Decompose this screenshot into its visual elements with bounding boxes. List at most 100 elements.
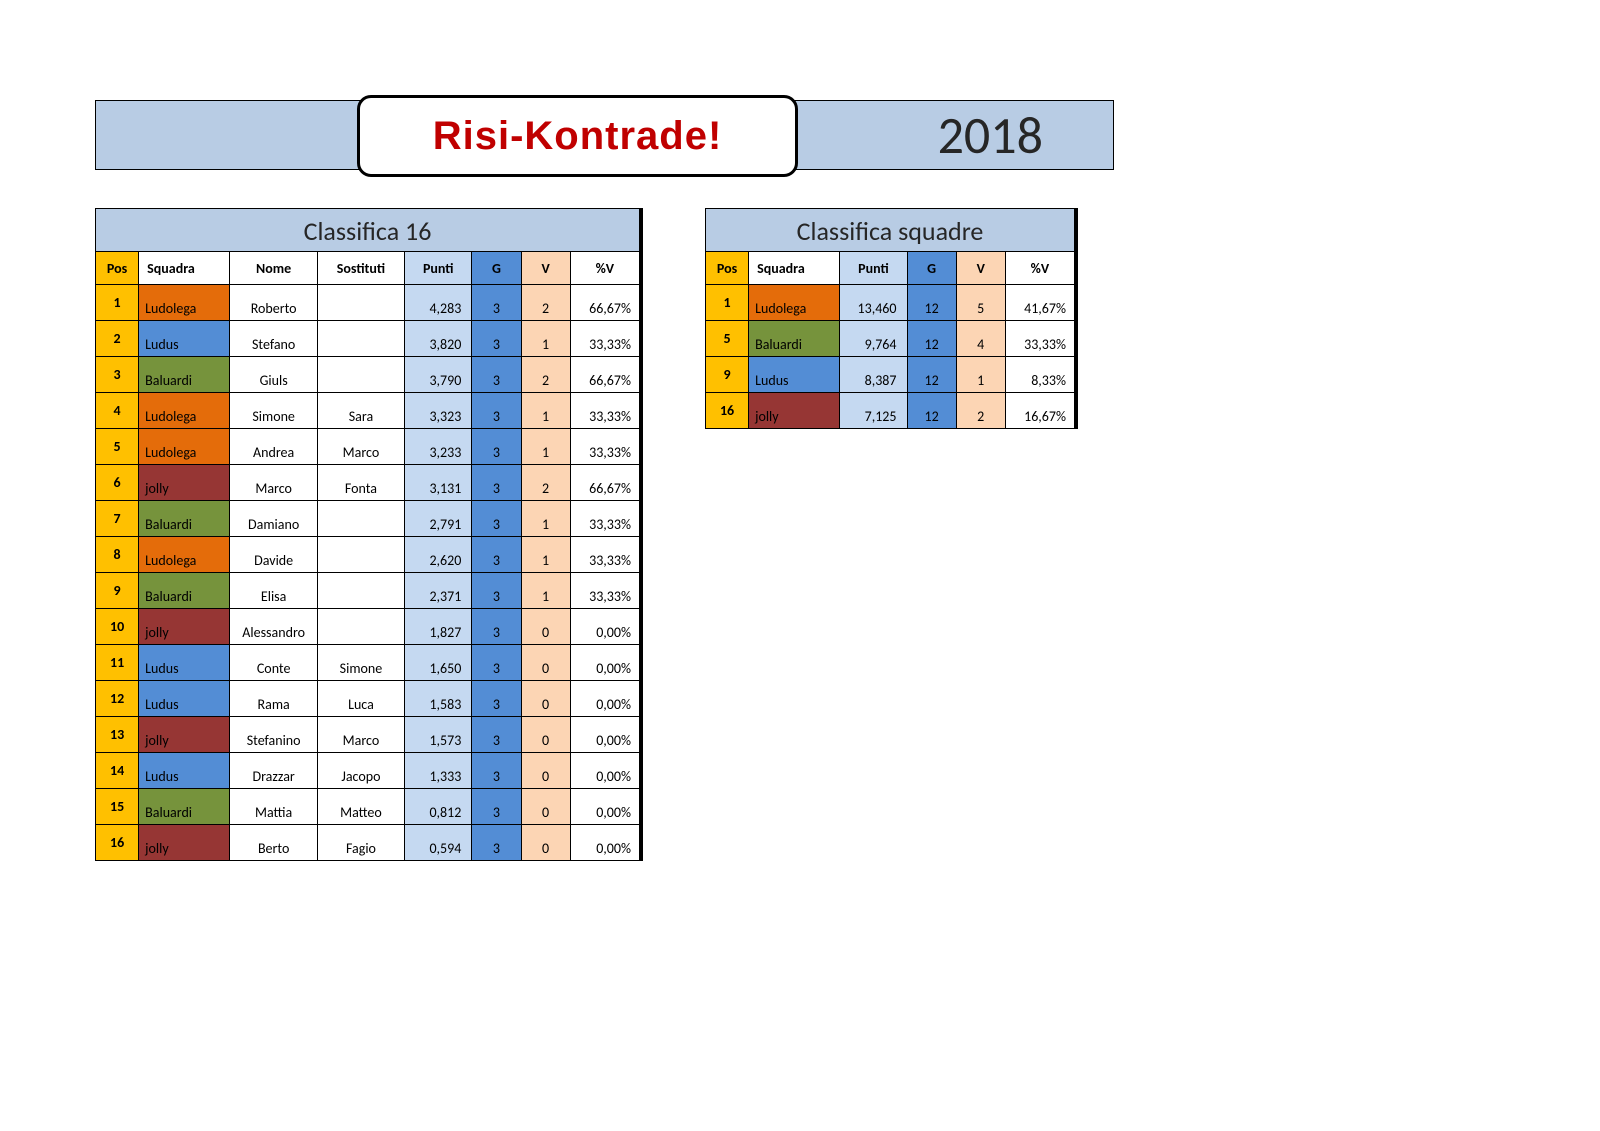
table-row: 12LudusRamaLuca1,583300,00% xyxy=(96,681,640,717)
cell-squadra: Baluardi xyxy=(139,789,230,825)
logo-box: Risi-Kontrade! xyxy=(357,95,798,177)
table-row: 11LudusConteSimone1,650300,00% xyxy=(96,645,640,681)
cell-pos: 2 xyxy=(96,321,139,357)
cell-punti: 0,594 xyxy=(405,825,472,861)
cell-g: 3 xyxy=(472,393,521,429)
cell-v: 1 xyxy=(956,357,1005,393)
cell-pct: 33,33% xyxy=(570,573,639,609)
cell-g: 3 xyxy=(472,429,521,465)
cell-pct: 0,00% xyxy=(570,753,639,789)
cell-nome: Giuls xyxy=(230,357,317,393)
cell-nome: Berto xyxy=(230,825,317,861)
cell-pos: 15 xyxy=(96,789,139,825)
cell-sostituti xyxy=(317,609,404,645)
cell-pct: 0,00% xyxy=(570,825,639,861)
cell-squadra: Ludus xyxy=(139,681,230,717)
cell-pct: 33,33% xyxy=(570,501,639,537)
cell-g: 3 xyxy=(472,573,521,609)
cell-nome: Rama xyxy=(230,681,317,717)
cell-sostituti xyxy=(317,537,404,573)
cell-g: 12 xyxy=(907,393,956,429)
table-row: 10jollyAlessandro1,827300,00% xyxy=(96,609,640,645)
cell-punti: 1,827 xyxy=(405,609,472,645)
cell-squadra: Baluardi xyxy=(749,321,840,357)
table-row: 2LudusStefano3,8203133,33% xyxy=(96,321,640,357)
year-label: 2018 xyxy=(938,103,1043,167)
cell-squadra: Ludolega xyxy=(139,429,230,465)
cell-squadra: jolly xyxy=(139,825,230,861)
cell-pct: 66,67% xyxy=(570,465,639,501)
table-header-row: Pos Squadra Nome Sostituti Punti G V %V xyxy=(96,252,640,285)
classifica-16-panel: Classifica 16 Pos Squadra Nome Sostituti… xyxy=(95,208,643,861)
cell-punti: 8,387 xyxy=(840,357,907,393)
cell-v: 0 xyxy=(521,789,570,825)
cell-pos: 1 xyxy=(706,285,749,321)
classifica-squadre-panel: Classifica squadre Pos Squadra Punti G V… xyxy=(705,208,1078,429)
cell-nome: Stefano xyxy=(230,321,317,357)
cell-pos: 11 xyxy=(96,645,139,681)
cell-nome: Drazzar xyxy=(230,753,317,789)
cell-pct: 33,33% xyxy=(570,393,639,429)
cell-pos: 1 xyxy=(96,285,139,321)
cell-pct: 8,33% xyxy=(1005,357,1074,393)
cell-v: 2 xyxy=(521,285,570,321)
cell-pos: 10 xyxy=(96,609,139,645)
cell-punti: 13,460 xyxy=(840,285,907,321)
cell-sostituti: Matteo xyxy=(317,789,404,825)
col-g: G xyxy=(907,252,956,285)
cell-punti: 3,820 xyxy=(405,321,472,357)
cell-sostituti: Jacopo xyxy=(317,753,404,789)
cell-v: 5 xyxy=(956,285,1005,321)
cell-g: 12 xyxy=(907,321,956,357)
cell-sostituti xyxy=(317,321,404,357)
cell-sostituti: Luca xyxy=(317,681,404,717)
cell-g: 3 xyxy=(472,321,521,357)
cell-v: 1 xyxy=(521,321,570,357)
cell-nome: Stefanino xyxy=(230,717,317,753)
cell-v: 0 xyxy=(521,645,570,681)
cell-pos: 9 xyxy=(706,357,749,393)
table-row: 16jollyBertoFagio0,594300,00% xyxy=(96,825,640,861)
cell-pos: 5 xyxy=(96,429,139,465)
col-sostituti: Sostituti xyxy=(317,252,404,285)
table-row: 14LudusDrazzarJacopo1,333300,00% xyxy=(96,753,640,789)
cell-squadra: Ludus xyxy=(139,321,230,357)
cell-pct: 66,67% xyxy=(570,357,639,393)
cell-nome: Davide xyxy=(230,537,317,573)
cell-sostituti xyxy=(317,501,404,537)
cell-squadra: Ludolega xyxy=(139,393,230,429)
logo-text: Risi-Kontrade! xyxy=(433,114,723,159)
cell-nome: Simone xyxy=(230,393,317,429)
cell-v: 1 xyxy=(521,501,570,537)
table-row: 13jollyStefaninoMarco1,573300,00% xyxy=(96,717,640,753)
table-row: 15BaluardiMattiaMatteo0,812300,00% xyxy=(96,789,640,825)
col-pos: Pos xyxy=(706,252,749,285)
cell-g: 3 xyxy=(472,681,521,717)
cell-punti: 1,333 xyxy=(405,753,472,789)
cell-g: 3 xyxy=(472,537,521,573)
cell-nome: Alessandro xyxy=(230,609,317,645)
cell-pct: 0,00% xyxy=(570,789,639,825)
cell-squadra: Ludolega xyxy=(749,285,840,321)
table-row: 3BaluardiGiuls3,7903266,67% xyxy=(96,357,640,393)
classifica-squadre-table: Pos Squadra Punti G V %V 1Ludolega13,460… xyxy=(705,251,1075,429)
cell-squadra: Ludus xyxy=(139,753,230,789)
cell-pos: 13 xyxy=(96,717,139,753)
cell-g: 3 xyxy=(472,465,521,501)
table-row: 4LudolegaSimoneSara3,3233133,33% xyxy=(96,393,640,429)
col-squadra: Squadra xyxy=(139,252,230,285)
cell-squadra: jolly xyxy=(139,717,230,753)
cell-squadra: jolly xyxy=(139,465,230,501)
cell-v: 0 xyxy=(521,825,570,861)
cell-g: 3 xyxy=(472,825,521,861)
table-row: 1LudolegaRoberto4,2833266,67% xyxy=(96,285,640,321)
table-row: 9BaluardiElisa2,3713133,33% xyxy=(96,573,640,609)
cell-v: 2 xyxy=(521,465,570,501)
cell-pct: 33,33% xyxy=(570,429,639,465)
table-row: 16jolly7,12512216,67% xyxy=(706,393,1075,429)
cell-nome: Conte xyxy=(230,645,317,681)
table-row: 5Baluardi9,76412433,33% xyxy=(706,321,1075,357)
cell-squadra: Ludus xyxy=(749,357,840,393)
col-g: G xyxy=(472,252,521,285)
cell-punti: 4,283 xyxy=(405,285,472,321)
